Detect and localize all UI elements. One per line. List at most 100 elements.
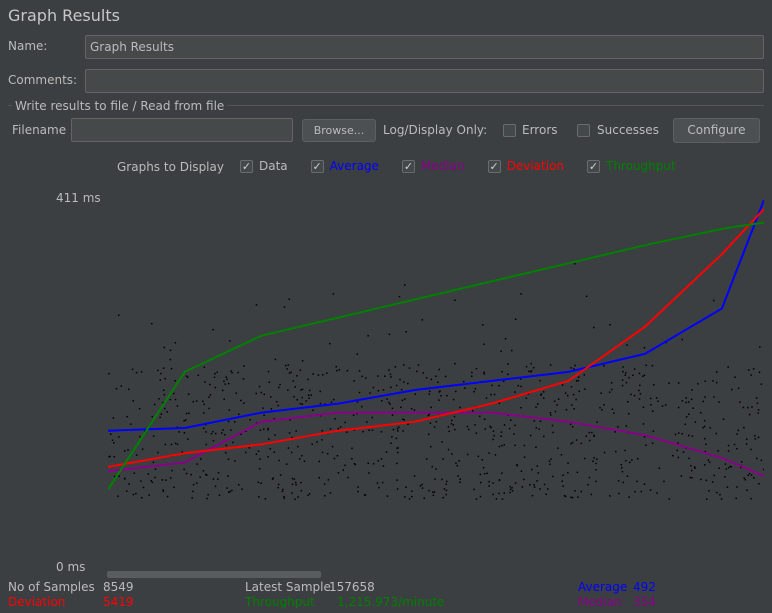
data-point (573, 408, 575, 410)
data-point (288, 372, 291, 374)
data-point (260, 391, 263, 394)
data-point (536, 480, 538, 482)
data-point (166, 495, 169, 498)
browse-button[interactable]: Browse... (302, 119, 376, 142)
data-point (318, 477, 320, 479)
data-point (533, 486, 536, 488)
data-point (498, 402, 501, 404)
data-point (642, 375, 644, 377)
data-point (204, 381, 206, 383)
data-point (498, 479, 501, 482)
data-point (162, 389, 165, 391)
throughput-checkbox[interactable] (587, 159, 600, 173)
data-point (290, 371, 292, 374)
data-point (754, 438, 757, 440)
median-checkbox[interactable] (401, 159, 415, 173)
data-point (688, 413, 690, 415)
data-point (445, 493, 447, 496)
average-checkbox[interactable] (310, 159, 324, 173)
data-point (570, 496, 572, 499)
deviation-option-label: Deviation (506, 159, 564, 173)
data-point (217, 472, 220, 474)
data-point (694, 467, 696, 469)
data-point (677, 456, 680, 459)
data-point (205, 443, 207, 446)
data-point (720, 498, 723, 500)
data-point (380, 431, 383, 433)
data-point (443, 488, 446, 490)
data-checkbox[interactable] (240, 159, 253, 173)
data-point (459, 481, 461, 484)
data-point (561, 384, 564, 386)
data-point (705, 443, 707, 446)
data-point (626, 344, 628, 346)
data-point (368, 429, 370, 431)
data-point (625, 425, 628, 427)
data-point (301, 396, 303, 399)
data-point (753, 477, 755, 479)
data-point (429, 422, 432, 424)
data-point (389, 373, 392, 376)
data-point (452, 398, 455, 401)
data-point (762, 468, 764, 471)
data-point (371, 416, 373, 419)
filename-input[interactable] (71, 118, 293, 142)
data-point (185, 419, 187, 421)
successes-checkbox[interactable] (577, 124, 590, 137)
data-point (361, 375, 363, 378)
data-point (157, 369, 159, 372)
data-point (363, 494, 366, 496)
data-point (716, 491, 718, 494)
data-point (703, 419, 706, 422)
data-point (570, 442, 572, 445)
data-point (353, 429, 355, 431)
data-point (536, 465, 538, 467)
latest-sample-label: Latest Sample (245, 580, 331, 594)
data-point (114, 475, 116, 478)
errors-checkbox[interactable] (503, 124, 516, 137)
data-point (337, 472, 340, 474)
data-point (199, 476, 201, 478)
configure-button[interactable]: Configure (673, 118, 760, 143)
data-point (727, 366, 729, 368)
data-point (757, 412, 759, 414)
data-point (570, 367, 572, 369)
data-point (587, 483, 589, 486)
data-point (760, 459, 763, 462)
data-point (327, 479, 330, 481)
deviation-checkbox[interactable] (487, 159, 501, 173)
data-point (739, 401, 741, 403)
data-point (291, 451, 293, 454)
data-point (737, 387, 740, 390)
data-point (222, 389, 224, 392)
data-point (585, 435, 587, 437)
horizontal-scrollbar[interactable] (107, 571, 321, 578)
data-point (431, 465, 433, 468)
data-point (200, 458, 202, 460)
data-point (693, 466, 696, 468)
data-point (299, 402, 302, 405)
data-point (421, 319, 424, 321)
name-input[interactable]: Graph Results (85, 35, 764, 59)
data-point (174, 342, 177, 344)
data-point (130, 423, 132, 425)
data-point (523, 444, 526, 447)
data-point (392, 428, 395, 431)
data-point (413, 409, 416, 411)
data-point (551, 424, 554, 427)
data-point (127, 449, 129, 451)
data-point (389, 403, 391, 405)
data-point (537, 403, 539, 405)
comments-input[interactable] (85, 69, 764, 93)
data-point (521, 486, 524, 488)
data-point (120, 385, 122, 387)
data-point (163, 393, 166, 396)
data-point (593, 457, 595, 459)
data-point (454, 428, 456, 431)
data-point (223, 398, 225, 400)
data-point (243, 365, 245, 367)
data-point (141, 448, 144, 450)
data-point (530, 370, 533, 372)
data-point (613, 412, 615, 414)
data-point (291, 492, 293, 494)
